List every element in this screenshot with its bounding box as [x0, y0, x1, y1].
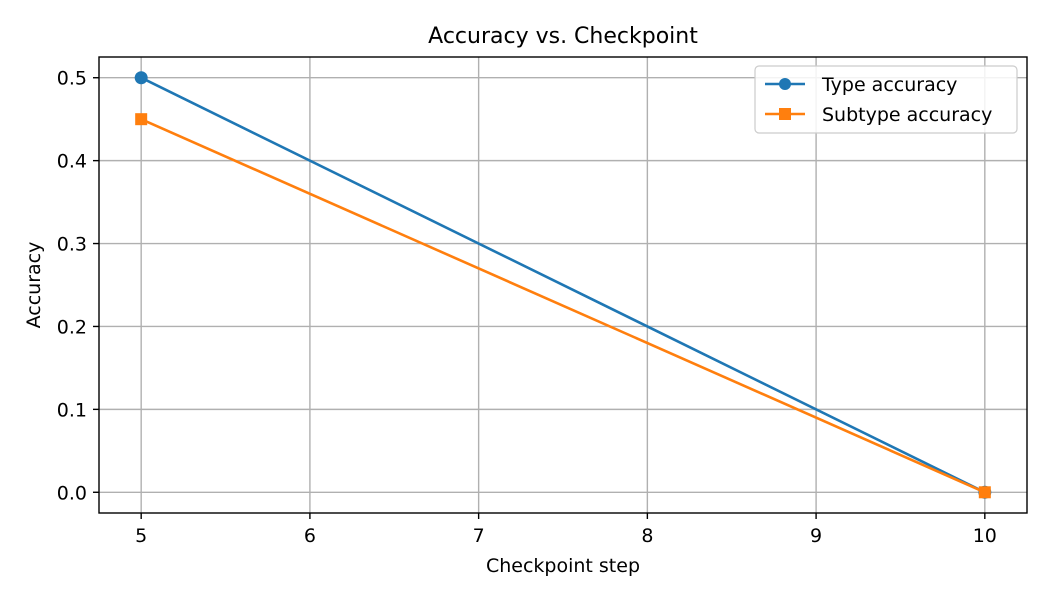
series-line-type-accuracy: [140, 76, 986, 494]
plot-area: [98, 56, 1028, 514]
y-tick-label: 0.3: [57, 234, 87, 256]
y-tick-label: 0.1: [57, 399, 87, 421]
legend: Type accuracy Subtype accuracy: [754, 65, 1018, 134]
data-point-type-accuracy: [134, 71, 148, 85]
grid-lines: [99, 57, 1027, 513]
x-tick-label: 9: [810, 525, 822, 547]
y-tick-label: 0.4: [57, 151, 87, 173]
series-line-subtype-accuracy: [140, 117, 986, 494]
x-tick-label: 5: [135, 525, 147, 547]
y-axis-ticks: 0.0 0.1 0.2 0.3 0.4 0.5: [57, 68, 99, 504]
x-tick-label: 10: [973, 525, 997, 547]
y-tick-label: 0.0: [57, 482, 87, 504]
x-tick-label: 7: [473, 525, 485, 547]
y-axis-label: Accuracy: [23, 242, 45, 329]
x-tick-label: 6: [304, 525, 316, 547]
x-axis-label: Checkpoint step: [486, 555, 640, 577]
y-tick-label: 0.2: [57, 316, 87, 338]
chart-title: Accuracy vs. Checkpoint: [428, 24, 698, 49]
legend-marker-subtype: [779, 108, 791, 120]
y-tick-label: 0.5: [57, 68, 87, 90]
legend-box: [754, 65, 1018, 134]
legend-label-subtype: Subtype accuracy: [822, 104, 992, 126]
x-axis-ticks: 5 6 7 8 9 10: [135, 513, 997, 547]
legend-marker-type: [779, 78, 791, 90]
series-layer: [134, 71, 992, 499]
x-tick-label: 8: [641, 525, 653, 547]
legend-label-type: Type accuracy: [821, 74, 957, 96]
data-point-subtype-accuracy: [135, 113, 148, 126]
data-point-subtype-accuracy: [978, 486, 991, 499]
